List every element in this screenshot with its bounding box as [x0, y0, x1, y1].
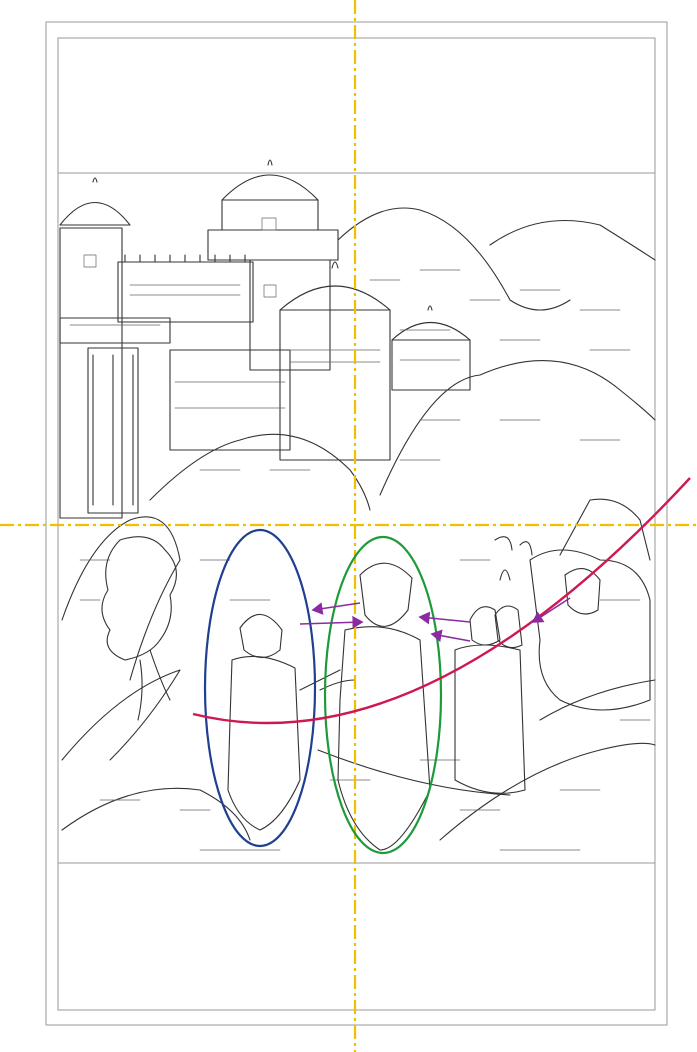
- frame: [46, 22, 667, 1025]
- hills: [62, 208, 655, 850]
- figures: [228, 499, 650, 850]
- guide-lines: [0, 0, 697, 1052]
- page: Composition study {} html, body { margin…: [0, 0, 697, 1052]
- page-body: [0, 0, 697, 1052]
- composition-drawing: [0, 0, 697, 1052]
- focus-ellipses: [205, 530, 441, 853]
- architecture: [60, 160, 470, 518]
